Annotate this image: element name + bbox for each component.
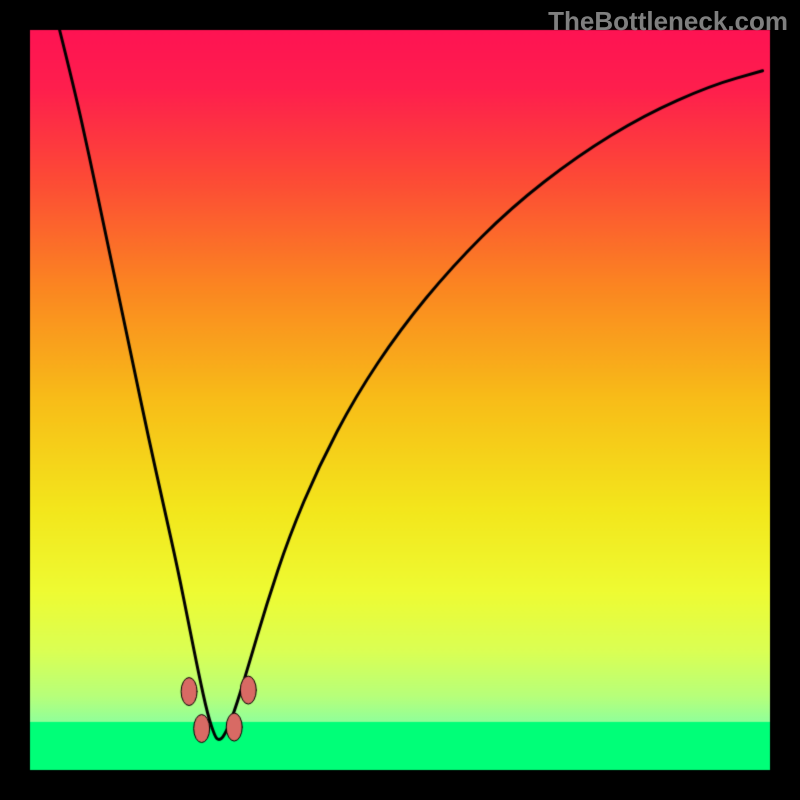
watermark-label: TheBottleneck.com [548,6,788,37]
bottleneck-chart-canvas [0,0,800,800]
